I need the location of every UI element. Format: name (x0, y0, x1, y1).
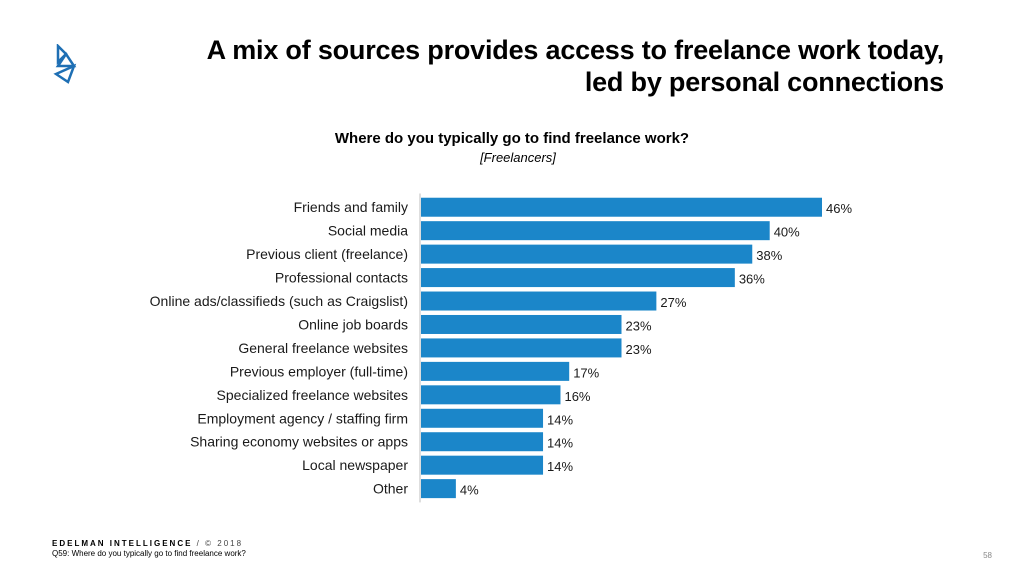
chart-title: Where do you typically go to find freela… (334, 130, 690, 147)
category-label: General freelance websites (238, 340, 408, 356)
category-label: Local newspaper (302, 457, 408, 473)
bar (421, 432, 544, 452)
data-label: 27% (660, 295, 686, 310)
data-label: 46% (826, 201, 852, 216)
edelman-logo-icon (52, 42, 80, 84)
data-label: 14% (547, 459, 573, 474)
category-label: Previous client (freelance) (246, 246, 408, 262)
bar (421, 244, 753, 264)
category-label: Other (373, 481, 408, 497)
footer-brand: EDELMAN INTELLIGENCE / © 2018 (52, 539, 243, 548)
category-label: Sharing economy websites or apps (190, 434, 408, 450)
bar (421, 197, 822, 217)
bar (421, 268, 735, 288)
bar (421, 479, 456, 499)
footer-brand-name: EDELMAN INTELLIGENCE (52, 539, 193, 548)
category-label: Friends and family (294, 199, 408, 215)
category-label: Online job boards (298, 316, 408, 332)
bar (421, 338, 622, 358)
data-label: 23% (626, 342, 652, 357)
slide-title-line-2: led by personal connections (584, 67, 944, 97)
footer-divider: / (192, 539, 206, 548)
slide-title: A mix of sources provides access to free… (84, 34, 945, 98)
data-label: 40% (774, 225, 800, 240)
bar (421, 361, 570, 381)
data-label: 17% (573, 365, 599, 380)
category-label: Online ads/classifieds (such as Craigsli… (150, 293, 408, 309)
category-label: Professional contacts (275, 270, 408, 286)
footer-question: Q59: Where do you typically go to find f… (52, 549, 246, 558)
bar (421, 455, 544, 475)
category-label: Specialized freelance websites (217, 387, 408, 403)
data-label: 16% (564, 389, 590, 404)
category-label: Employment agency / staffing firm (197, 410, 408, 426)
data-label: 4% (460, 483, 479, 498)
category-label: Previous employer (full-time) (230, 363, 408, 379)
page-number: 58 (983, 551, 992, 560)
data-label: 23% (626, 318, 652, 333)
data-label: 14% (547, 436, 573, 451)
data-label: 14% (547, 412, 573, 427)
bar (421, 408, 544, 428)
chart-subtitle: [Freelancers] (480, 150, 556, 165)
bar (421, 291, 657, 311)
data-label: 38% (756, 248, 782, 263)
bar (421, 385, 561, 405)
slide-title-line-1: A mix of sources provides access to free… (206, 35, 945, 65)
footer-copyright: © 2018 (205, 539, 244, 548)
bar (421, 314, 622, 334)
data-label: 36% (739, 272, 765, 287)
category-label: Social media (328, 223, 408, 239)
bar (421, 221, 770, 241)
